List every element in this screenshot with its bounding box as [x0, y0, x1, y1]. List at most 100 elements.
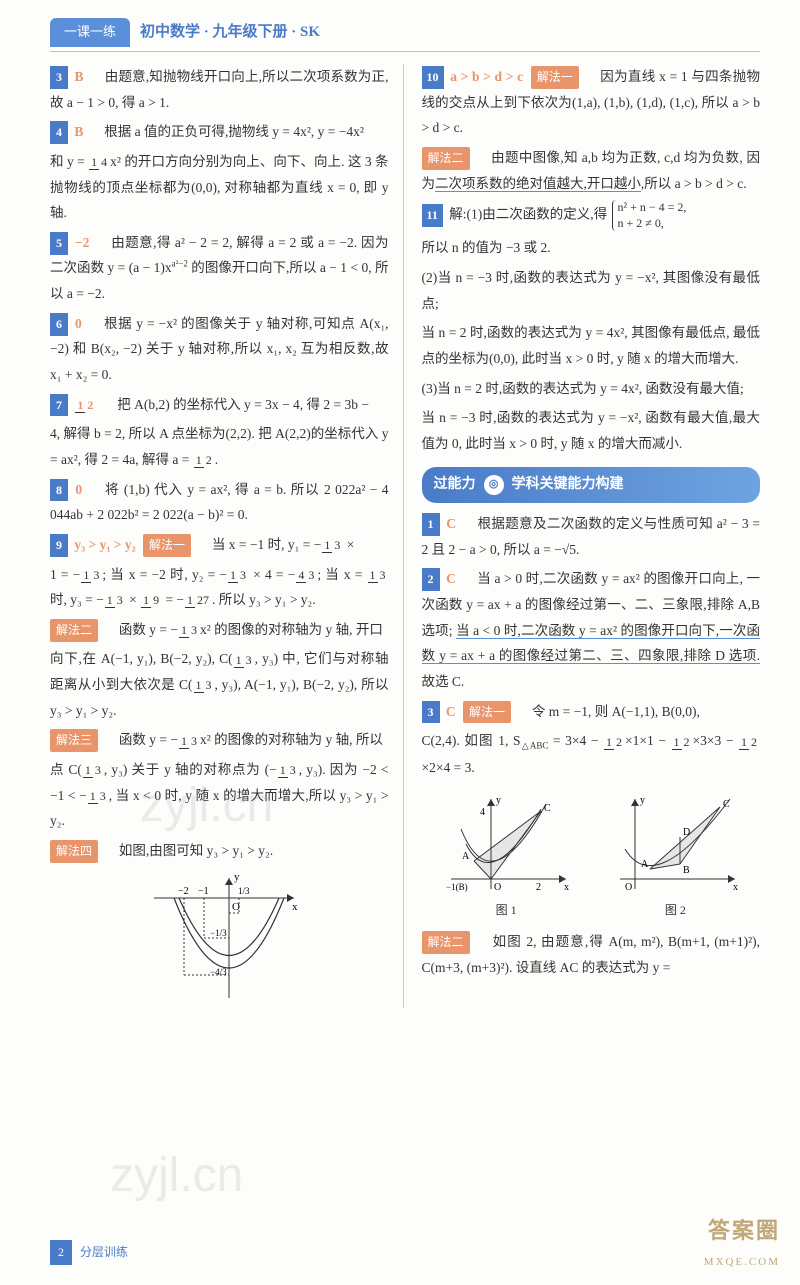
svg-text:A: A [462, 851, 470, 862]
page-number: 2 [50, 1240, 72, 1265]
problem-11: 11 解:(1)由二次函数的定义,得 n² + n − 4 = 2, n + 2… [422, 200, 761, 231]
text: 函数 y = −13x² 的图像的对称轴为 y 轴, 开口 [105, 622, 383, 637]
text: 把 A(b,2) 的坐标代入 y = 3x − 4, 得 2 = 3b − [104, 397, 369, 412]
graph-row: A C −1(B) O 2 4 x y 图 1 [422, 789, 761, 922]
method-2-cont: 向下,在 A(−1, y₁), B(−2, y₂), C(13, y₃) 中, … [50, 646, 389, 723]
problem-10: 10 a > b > d > c 解法一 因为直线 x = 1 与四条抛物线的交… [422, 64, 761, 141]
svg-text:y: y [496, 795, 501, 806]
footer-text: 分层训练 [80, 1241, 128, 1264]
num-box: 9 [50, 534, 68, 557]
page-footer: 2 分层训练 [50, 1240, 128, 1265]
svg-text:−1: −1 [198, 886, 209, 897]
text: 将 (1,b) 代入 y = ax², 得 a = b. 所以 2 022a² … [50, 482, 389, 523]
underline: 当 a < 0 时,二次函数 y = ax² 的图像开口向下,一次函数 y = … [422, 623, 761, 665]
q2: 2 C 当 a > 0 时,二次函数 y = ax² 的图像开口向上, 一次函数… [422, 566, 761, 694]
answer: a > b > d > c [450, 69, 523, 84]
banner-label-1: 过能力 [434, 472, 476, 499]
num-box: 1 [422, 513, 440, 536]
num-box: 2 [422, 568, 440, 591]
method-2: 解法二 函数 y = −13x² 的图像的对称轴为 y 轴, 开口 [50, 617, 389, 643]
header-title: 初中数学 · 九年级下册 · SK [140, 18, 320, 47]
problem-4: 4 B 根据 a 值的正负可得,抛物线 y = 4x², y = −4x² [50, 119, 389, 145]
method-tag: 解法一 [143, 534, 191, 557]
text: 令 m = −1, 则 A(−1,1), B(0,0), [518, 704, 699, 719]
num-box: 3 [50, 66, 68, 89]
p11d: 当 n = 2 时,函数的表达式为 y = 4x², 其图像有最低点, 最低点的… [422, 320, 761, 371]
corner-watermark: 答案圈 MXQE.COM [704, 1210, 780, 1273]
q3: 3 C 解法一 令 m = −1, 则 A(−1,1), B(0,0), [422, 699, 761, 725]
q3b: C(2,4). 如图 1, S△ABC = 3×4 − 12×1×1 − 12×… [422, 728, 761, 780]
method-tag: 解法一 [463, 701, 511, 724]
p11f: 当 n = −3 时,函数的表达式为 y = −x², 函数有最大值,最大值为 … [422, 405, 761, 456]
svg-text:y: y [640, 795, 645, 806]
answer: B [75, 69, 84, 84]
answer: y₃ > y₁ > y₂ [74, 537, 135, 552]
answer: 0 [75, 482, 82, 497]
banner-label-2: 学科关键能力构建 [512, 472, 624, 499]
problem-4-cont: 和 y = 14x² 的开口方向分别为向上、向下、向上. 这 3 条抛物线的顶点… [50, 149, 389, 226]
num-box: 5 [50, 232, 68, 255]
text: 由题意,知抛物线开口向上,所以二次项系数为正,故 a − 1 > 0, 得 a … [50, 69, 389, 110]
svg-text:C: C [723, 799, 730, 810]
method-3: 解法三 函数 y = −13x² 的图像的对称轴为 y 轴, 所以 [50, 727, 389, 753]
svg-text:x: x [564, 882, 569, 893]
svg-text:−1(B): −1(B) [446, 882, 468, 892]
target-icon: ◎ [484, 475, 504, 495]
problem-7-cont: 4, 解得 b = 2, 所以 A 点坐标为(2,2). 把 A(2,2)的坐标… [50, 421, 389, 472]
right-column: 10 a > b > d > c 解法一 因为直线 x = 1 与四条抛物线的交… [422, 64, 761, 1008]
page-header: 一课一练 初中数学 · 九年级下册 · SK [50, 18, 760, 52]
text: 根据 y = −x² 的图像关于 y 轴对称,可知点 A(x₁, −2) 和 B… [50, 316, 389, 382]
text: 由题意,得 a² − 2 = 2, 解得 a = 2 或 a = −2. 因为二… [50, 235, 389, 301]
num-box: 4 [50, 121, 68, 144]
answer: C [446, 704, 456, 719]
method-tag: 解法三 [50, 729, 98, 752]
graph-2-label: 图 2 [605, 899, 745, 922]
num-box: 6 [50, 313, 68, 336]
p11e: (3)当 n = 2 时,函数的表达式为 y = 4x², 函数没有最大值; [422, 376, 761, 402]
num-box: 10 [422, 66, 444, 89]
svg-text:D: D [683, 827, 690, 838]
svg-text:4: 4 [480, 807, 485, 818]
text: 如图 2, 由题意,得 A(m, m²), B(m+1, (m+1)²), C(… [422, 934, 761, 975]
graph-2: A B C D O x y 图 2 [605, 789, 745, 922]
svg-text:O: O [625, 882, 632, 893]
num-box: 3 [422, 701, 440, 724]
corner-big: 答案圈 [704, 1210, 780, 1252]
problem-3: 3 B 由题意,知抛物线开口向上,所以二次项系数为正,故 a − 1 > 0, … [50, 64, 389, 115]
svg-text:y: y [234, 871, 240, 883]
svg-text:C: C [544, 803, 551, 814]
problem-10-m2: 解法二 由题中图像,知 a,b 均为正数, c,d 均为负数, 因为二次项系数的… [422, 145, 761, 196]
watermark: zyjl.cn [110, 1130, 243, 1221]
p11b: 所以 n 的值为 −3 或 2. [422, 235, 761, 261]
text: 当 a > 0 时,二次函数 y = ax² 的图像开口向上, [463, 571, 742, 586]
method-tag: 解法二 [50, 619, 98, 642]
q3-method-2: 解法二 如图 2, 由题意,得 A(m, m²), B(m+1, (m+1)²)… [422, 929, 761, 980]
method-tag: 解法二 [422, 931, 470, 954]
answer: −2 [75, 235, 89, 250]
answer: B [74, 124, 83, 139]
text: 解:(1)由二次函数的定义,得 [449, 207, 607, 222]
answer: 0 [75, 316, 82, 331]
svg-text:A: A [641, 859, 649, 870]
problem-5: 5 −2 由题意,得 a² − 2 = 2, 解得 a = 2 或 a = −2… [50, 230, 389, 307]
graph-1: A C −1(B) O 2 4 x y 图 1 [436, 789, 576, 922]
svg-text:−1/3: −1/3 [210, 928, 227, 938]
answer: C [446, 571, 456, 586]
num-box: 7 [50, 394, 68, 417]
method-tag: 解法一 [531, 66, 579, 89]
p11c: (2)当 n = −3 时,函数的表达式为 y = −x², 其图像没有最低点; [422, 265, 761, 316]
svg-text:−2: −2 [178, 886, 189, 897]
method-tag: 解法二 [422, 147, 470, 170]
text: 根据题意及二次函数的定义与性质可知 a² − 3 = 2 且 2 − a > 0… [422, 516, 761, 557]
svg-text:O: O [494, 882, 501, 893]
answer: C [446, 516, 456, 531]
svg-text:B: B [683, 865, 690, 876]
method-tag: 解法四 [50, 840, 98, 863]
text: 如图,由图可知 y₃ > y₁ > y₂. [105, 843, 273, 858]
problem-9: 9 y₃ > y₁ > y₂ 解法一 当 x = −1 时, y₁ = −13 … [50, 532, 389, 558]
problem-7: 7 12 把 A(b,2) 的坐标代入 y = 3x − 4, 得 2 = 3b… [50, 392, 389, 418]
equation-system: n² + n − 4 = 2, n + 2 ≠ 0, [612, 200, 686, 231]
text: 由题中图像,知 a,b 均为正数, c,d 均为负数, [477, 150, 743, 165]
corner-small: MXQE.COM [704, 1252, 780, 1273]
content-columns: 3 B 由题意,知抛物线开口向上,所以二次项系数为正,故 a − 1 > 0, … [50, 64, 760, 1008]
